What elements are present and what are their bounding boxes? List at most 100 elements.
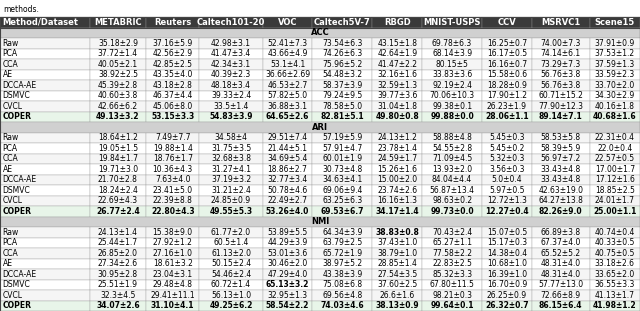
Bar xyxy=(532,143,589,154)
Bar xyxy=(372,227,422,238)
Text: 56.87±13.4: 56.87±13.4 xyxy=(429,186,475,195)
Bar xyxy=(589,59,640,70)
Bar xyxy=(146,290,199,300)
Bar xyxy=(312,300,372,311)
Bar xyxy=(482,206,532,216)
Text: 78.58±5.0: 78.58±5.0 xyxy=(323,102,362,111)
Text: 33.18±2.6: 33.18±2.6 xyxy=(595,259,635,268)
Text: Caltech101-20: Caltech101-20 xyxy=(197,18,265,27)
Text: 18.85±2.5: 18.85±2.5 xyxy=(595,186,635,195)
Text: CCV: CCV xyxy=(497,18,516,27)
Bar xyxy=(263,185,312,196)
Text: 60.01±1.9: 60.01±1.9 xyxy=(323,154,362,163)
Bar xyxy=(263,290,312,300)
Bar xyxy=(199,300,263,311)
Text: 43.66±4.9: 43.66±4.9 xyxy=(268,49,308,58)
Text: 37.53±1.2: 37.53±1.2 xyxy=(595,49,635,58)
Bar xyxy=(589,174,640,185)
Text: 15.00±2.0: 15.00±2.0 xyxy=(377,175,417,184)
Bar xyxy=(532,238,589,248)
Bar xyxy=(422,185,482,196)
Text: 42.63±19.0: 42.63±19.0 xyxy=(538,186,583,195)
Text: 22.39±8.8: 22.39±8.8 xyxy=(153,196,193,205)
Text: 36.55±3.3: 36.55±3.3 xyxy=(595,280,635,289)
Bar xyxy=(422,49,482,59)
Text: 19.05±1.5: 19.05±1.5 xyxy=(98,144,138,153)
Bar xyxy=(146,143,199,154)
Bar xyxy=(532,59,589,70)
Text: 54.55±2.8: 54.55±2.8 xyxy=(432,144,472,153)
Text: 47.29±4.0: 47.29±4.0 xyxy=(268,270,308,279)
Bar xyxy=(312,112,372,122)
Text: 40.74±0.4: 40.74±0.4 xyxy=(595,228,635,237)
Bar xyxy=(199,164,263,174)
Bar xyxy=(589,238,640,248)
Bar xyxy=(199,70,263,80)
Bar xyxy=(589,101,640,112)
Text: 32.16±1.6: 32.16±1.6 xyxy=(377,70,417,79)
Bar xyxy=(422,101,482,112)
Text: 5.45±0.2: 5.45±0.2 xyxy=(489,144,525,153)
Text: 44.29±3.9: 44.29±3.9 xyxy=(268,238,308,247)
Bar xyxy=(589,269,640,280)
Bar xyxy=(422,80,482,91)
Text: Scene15: Scene15 xyxy=(595,18,635,27)
Bar xyxy=(146,70,199,80)
Bar xyxy=(372,174,422,185)
Text: 33.59±2.3: 33.59±2.3 xyxy=(595,70,635,79)
Bar xyxy=(0,17,90,28)
Text: 80.15±5: 80.15±5 xyxy=(436,60,468,69)
Text: 98.63±0.2: 98.63±0.2 xyxy=(432,196,472,205)
Text: 99.38±0.1: 99.38±0.1 xyxy=(432,102,472,111)
Text: 23.41±5.0: 23.41±5.0 xyxy=(153,186,193,195)
Text: PCA: PCA xyxy=(3,238,18,247)
Bar xyxy=(90,132,146,143)
Text: 70.06±10.3: 70.06±10.3 xyxy=(429,91,475,100)
Text: 18.24±2.4: 18.24±2.4 xyxy=(98,186,138,195)
Text: 25.44±1.7: 25.44±1.7 xyxy=(98,238,138,247)
Text: 74.00±7.3: 74.00±7.3 xyxy=(541,39,581,48)
Text: 40.05±2.1: 40.05±2.1 xyxy=(98,60,138,69)
Text: 5.0±0.4: 5.0±0.4 xyxy=(492,175,522,184)
Text: 22.57±0.5: 22.57±0.5 xyxy=(595,154,635,163)
Bar xyxy=(589,196,640,206)
Text: 26.85±2.0: 26.85±2.0 xyxy=(98,249,138,258)
Bar xyxy=(0,49,90,59)
Bar xyxy=(90,70,146,80)
Text: 21.44±5.1: 21.44±5.1 xyxy=(268,144,308,153)
Text: 57.91±4.7: 57.91±4.7 xyxy=(323,144,362,153)
Text: COPER: COPER xyxy=(3,112,32,121)
Bar xyxy=(263,164,312,174)
Text: 72.66±8.9: 72.66±8.9 xyxy=(541,291,580,300)
Bar xyxy=(312,238,372,248)
Text: 24.01±1.7: 24.01±1.7 xyxy=(595,196,635,205)
Text: 31.04±1.8: 31.04±1.8 xyxy=(377,102,417,111)
Text: 99.73±0.0: 99.73±0.0 xyxy=(430,207,474,216)
Text: 48.31±4.0: 48.31±4.0 xyxy=(541,259,580,268)
Text: 24.85±0.9: 24.85±0.9 xyxy=(211,196,251,205)
Bar xyxy=(482,70,532,80)
Text: 26.6±1.6: 26.6±1.6 xyxy=(380,291,415,300)
Bar xyxy=(422,174,482,185)
Text: CCA: CCA xyxy=(3,60,19,69)
Text: 23.78±1.4: 23.78±1.4 xyxy=(377,144,417,153)
Bar xyxy=(372,38,422,49)
Bar xyxy=(0,164,90,174)
Text: 32.68±3.8: 32.68±3.8 xyxy=(211,154,251,163)
Bar xyxy=(312,174,372,185)
Text: 41.47±3.4: 41.47±3.4 xyxy=(211,49,251,58)
Text: 48.31±4.0: 48.31±4.0 xyxy=(541,270,580,279)
Bar xyxy=(312,248,372,258)
Bar xyxy=(199,101,263,112)
Text: 12.27±0.4: 12.27±0.4 xyxy=(485,207,529,216)
Text: 21.70±2.8: 21.70±2.8 xyxy=(98,175,138,184)
Text: 15.07±0.5: 15.07±0.5 xyxy=(487,228,527,237)
Text: 15.26±1.6: 15.26±1.6 xyxy=(377,165,417,174)
Text: 42.56±2.9: 42.56±2.9 xyxy=(153,49,193,58)
Bar xyxy=(146,300,199,311)
Text: 65.72±1.9: 65.72±1.9 xyxy=(323,249,362,258)
Bar xyxy=(146,196,199,206)
Text: 38.83±0.8: 38.83±0.8 xyxy=(375,228,419,237)
Bar xyxy=(90,290,146,300)
Text: 68.14±3.9: 68.14±3.9 xyxy=(432,49,472,58)
